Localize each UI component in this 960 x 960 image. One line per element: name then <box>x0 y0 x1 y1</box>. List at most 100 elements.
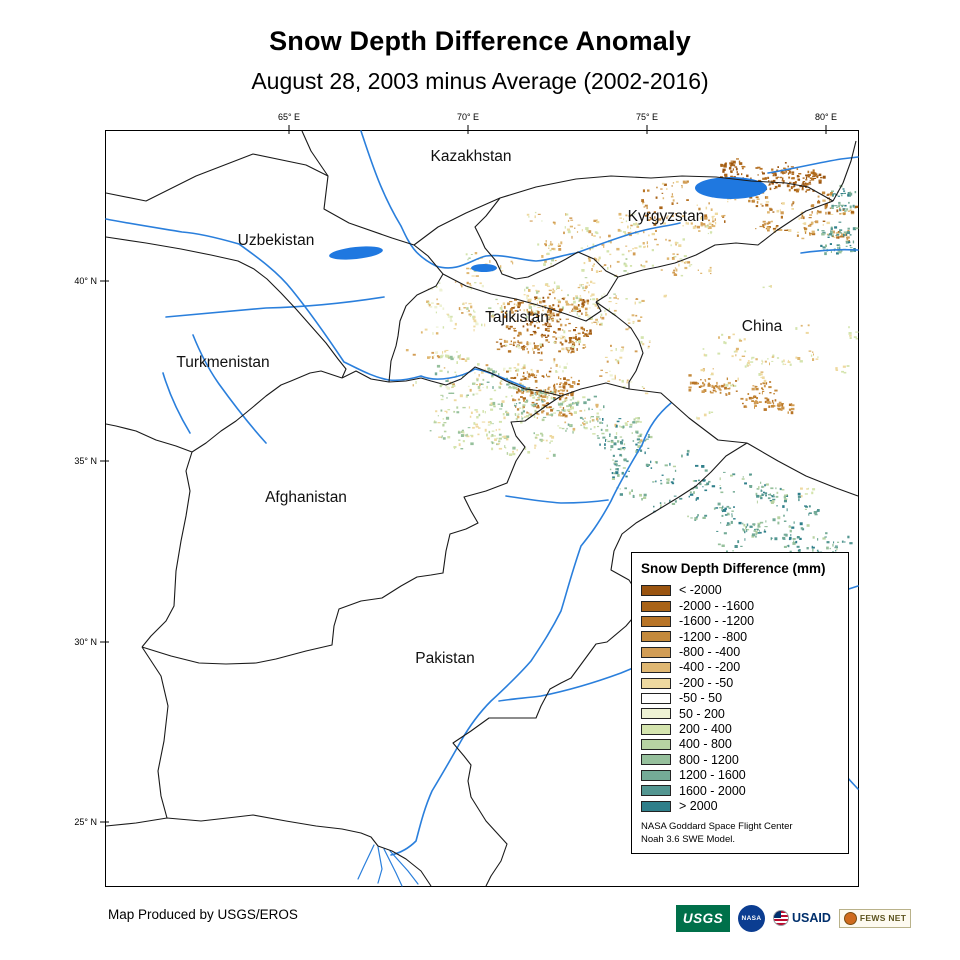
logo-row: USGS NASA USAID FEWS NET <box>676 898 912 938</box>
page-header: Snow Depth Difference Anomaly August 28,… <box>0 26 960 95</box>
legend-label: -400 - -200 <box>679 660 741 675</box>
indus-delta-branch <box>357 844 375 880</box>
legend-row: -2000 - -1600 <box>641 598 839 613</box>
border-iran-pakistan <box>141 646 169 819</box>
usaid-logo-text: USAID <box>792 911 831 925</box>
legend-swatch <box>641 785 671 797</box>
country-label-kazakhstan: Kazakhstan <box>430 148 512 165</box>
legend-swatch <box>641 739 671 751</box>
river-amu-darya <box>105 218 526 388</box>
legend-row: -50 - 50 <box>641 691 839 706</box>
page-title: Snow Depth Difference Anomaly <box>269 26 691 56</box>
country-label-tajikistan: Tajikistan <box>485 309 549 326</box>
river-tarim <box>800 248 859 254</box>
legend-swatch <box>641 769 671 781</box>
usgs-logo-text: USGS <box>682 910 724 926</box>
usgs-logo: USGS <box>676 904 730 932</box>
legend-label: -2000 - -1600 <box>679 598 755 613</box>
nasa-logo-text: NASA <box>741 914 762 922</box>
river-kabul <box>505 495 609 504</box>
lon-tick-label: 80° E <box>814 112 838 122</box>
legend-label: 400 - 800 <box>679 737 732 752</box>
lon-tick-label: 75° E <box>635 112 659 122</box>
river-zeravshan <box>165 296 385 318</box>
credit-text: Map Produced by USGS/EROS <box>108 907 298 922</box>
legend-swatch <box>641 585 671 597</box>
map-svg <box>100 125 859 887</box>
lat-tick-label: 40° N <box>74 276 97 286</box>
coastline-arabian-sea <box>105 814 432 887</box>
country-label-china: China <box>741 318 783 335</box>
legend-swatch <box>641 677 671 689</box>
legend-swatch <box>641 754 671 766</box>
legend-row: -400 - -200 <box>641 660 839 675</box>
usaid-logo: USAID <box>773 910 831 926</box>
legend-label: 50 - 200 <box>679 706 725 721</box>
lake-kayrakkum <box>471 264 497 272</box>
lon-tick-label: 65° E <box>277 112 301 122</box>
usaid-flag-icon <box>773 910 789 926</box>
axis-ticks <box>100 125 827 823</box>
border-tajik-kyrgyz <box>442 273 602 322</box>
lakes <box>329 177 767 272</box>
legend-label: > 2000 <box>679 798 718 813</box>
legend-row: 200 - 400 <box>641 722 839 737</box>
legend-row: < -2000 <box>641 583 839 598</box>
legend: Snow Depth Difference (mm) < -2000 -2000 … <box>631 552 849 855</box>
river-ili <box>767 156 859 174</box>
legend-label: 200 - 400 <box>679 721 732 736</box>
river-syr-darya <box>360 130 681 269</box>
page-subtitle: August 28, 2003 minus Average (2002-2016… <box>251 68 709 94</box>
legend-row: > 2000 <box>641 798 839 813</box>
country-label-pakistan: Pakistan <box>415 650 475 667</box>
border-turkmen-afghan <box>105 370 343 453</box>
river-tejen <box>162 372 191 434</box>
border-kazakh-china <box>832 140 857 202</box>
legend-row: 400 - 800 <box>641 737 839 752</box>
legend-swatch <box>641 615 671 627</box>
lake-aydar <box>329 246 383 260</box>
country-label-kyrgyzstan: Kyrgyzstan <box>627 208 705 225</box>
country-label-afghanistan: Afghanistan <box>265 489 347 506</box>
lat-tick-label: 25° N <box>74 817 97 827</box>
border-tajik-afghan <box>341 366 630 397</box>
river-murghab <box>192 334 267 444</box>
border-kazakh-uzbek-spur <box>301 130 329 177</box>
legend-label: 1200 - 1600 <box>679 768 746 783</box>
legend-row: 50 - 200 <box>641 706 839 721</box>
legend-label: -800 - -400 <box>679 645 741 659</box>
lake-issyk-kul <box>695 177 767 199</box>
legend-swatch <box>641 708 671 720</box>
country-label-uzbekistan: Uzbekistan <box>237 232 315 249</box>
legend-entries: < -2000 -2000 - -1600 -1600 - -1200 -1200 -… <box>641 583 839 814</box>
legend-label: -50 - 50 <box>679 691 723 706</box>
lat-tick-label: 35° N <box>74 456 97 466</box>
border-uzbek-turkmen <box>105 236 347 379</box>
legend-row: 800 - 1200 <box>641 752 839 767</box>
indus-delta-branch <box>383 848 403 887</box>
legend-label: -200 - -50 <box>679 675 734 690</box>
border-india-pakistan <box>452 442 748 887</box>
border-kazakh-uzbek-kyrgyz <box>105 153 834 246</box>
nasa-logo: NASA <box>738 904 765 932</box>
legend-swatch <box>641 723 671 735</box>
legend-note-line-2: Noah 3.6 SWE Model. <box>641 834 735 846</box>
border-kyrgyz-uzbek-fergana <box>474 197 619 280</box>
legend-row: -1600 - -1200 <box>641 614 839 629</box>
legend-label: 1600 - 2000 <box>679 783 746 798</box>
river-indus <box>390 402 672 856</box>
fews-net-globe-icon <box>843 911 857 925</box>
legend-label: -1200 - -800 <box>679 629 748 644</box>
legend-swatch <box>641 646 671 658</box>
legend-swatch <box>641 631 671 643</box>
legend-row: -200 - -50 <box>641 675 839 690</box>
border-uzbek-tajik <box>388 244 444 383</box>
legend-row: 1600 - 2000 <box>641 783 839 798</box>
legend-title: Snow Depth Difference (mm) <box>641 561 826 576</box>
legend-swatch <box>641 600 671 612</box>
indus-delta-branch <box>377 846 383 884</box>
country-borders <box>105 130 859 887</box>
country-label-turkmenistan: Turkmenistan <box>176 354 270 371</box>
border-india-china <box>746 442 859 497</box>
legend-row: -1200 - -800 <box>641 629 839 644</box>
